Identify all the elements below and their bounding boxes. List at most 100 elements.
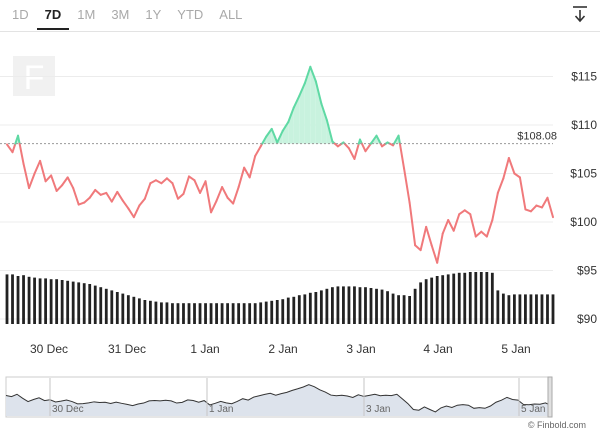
x-tick-label: 5 Jan (501, 342, 530, 356)
volume-bar (27, 276, 31, 324)
volume-bar (237, 303, 241, 324)
volume-bar (193, 303, 196, 324)
tab-all[interactable]: ALL (219, 7, 243, 22)
volume-bar (446, 274, 450, 324)
price-line-segment (469, 213, 477, 238)
volume-bar (297, 295, 301, 324)
volume-bar (496, 290, 500, 324)
download-arrow-icon[interactable] (570, 4, 590, 24)
price-line-segment (39, 159, 47, 183)
navigator-date-label: 5 Jan (521, 404, 545, 415)
volume-bar (435, 276, 439, 324)
credit-text: © Finbold.com (528, 420, 586, 430)
volume-bar (44, 278, 48, 324)
price-line-segment (17, 134, 21, 145)
volume-bar (204, 303, 207, 324)
volume-bar (424, 279, 428, 324)
navigator-date-label: 3 Jan (366, 404, 390, 415)
price-line-segment (44, 174, 53, 183)
price-area-above-reference (310, 66, 316, 144)
volume-bar (292, 296, 296, 324)
volume-bar (452, 273, 456, 324)
price-line-segment (210, 199, 218, 214)
x-tick-label: 4 Jan (423, 342, 452, 356)
price-line-segment (149, 179, 157, 185)
volume-bar (99, 287, 103, 324)
tab-1d[interactable]: 1D (12, 7, 29, 22)
price-area-above-reference (304, 66, 311, 144)
volume-bar (171, 303, 174, 324)
price-area-above-reference (315, 81, 322, 144)
volume-bar (82, 283, 86, 324)
volume-bar (226, 303, 230, 324)
volume-bar (182, 303, 185, 324)
volume-bar (369, 288, 373, 324)
volume-bar (479, 272, 483, 324)
volume-bar (336, 286, 340, 324)
y-tick-label: $100 (570, 215, 597, 229)
price-line-segment (529, 204, 538, 213)
tab-3m[interactable]: 3M (111, 7, 130, 22)
volume-bar (110, 290, 114, 324)
volume-bar (342, 286, 345, 324)
volume-bar (5, 274, 9, 324)
price-line-segment (447, 219, 455, 232)
volume-bar (507, 295, 511, 324)
volume-bar (353, 286, 356, 324)
volume-bar (524, 294, 527, 324)
price-line-segment (143, 182, 152, 200)
price-line-segment (292, 94, 301, 109)
price-line-segment (419, 225, 428, 252)
x-tick-label: 3 Jan (346, 342, 375, 356)
volume-bar (121, 293, 125, 324)
volume-bar (468, 272, 472, 324)
volume-bar (137, 298, 141, 324)
volume-bar (126, 295, 130, 324)
price-line-segment (121, 199, 130, 210)
price-line-segment (50, 174, 58, 192)
price-line-segment (287, 106, 295, 124)
price-line-segment (463, 209, 472, 216)
price-line-segment (66, 176, 75, 190)
price-line-segment (398, 142, 406, 170)
price-line-segment (33, 159, 42, 175)
price-line-segment (458, 209, 466, 216)
tab-1m[interactable]: 1M (77, 7, 96, 22)
volume-bar (330, 287, 334, 324)
price-line-segment (370, 134, 378, 145)
price-line-segment (28, 172, 36, 190)
volume-bar (209, 303, 213, 324)
price-line-segment (182, 175, 190, 195)
navigator-handle[interactable] (547, 376, 553, 418)
price-line-segment (507, 156, 516, 175)
price-line-segment (491, 191, 499, 222)
y-tick-label: $90 (577, 312, 597, 326)
watermark-logo-letter: F (24, 59, 45, 97)
price-area-above-reference (282, 122, 289, 144)
volume-bar (71, 281, 75, 324)
price-line-segment (261, 135, 268, 145)
price-line-segment (83, 196, 91, 204)
volume-bar (132, 296, 136, 324)
price-line-segment (540, 196, 549, 209)
volume-bar (441, 275, 445, 324)
volume-bar (314, 292, 318, 324)
volume-bar (501, 293, 505, 324)
tab-1y[interactable]: 1Y (145, 7, 162, 22)
price-line-segment (270, 127, 279, 144)
price-line-segment (502, 156, 510, 180)
tab-ytd[interactable]: YTD (177, 7, 204, 22)
tab-7d[interactable]: 7D (36, 0, 70, 30)
volume-bar (33, 277, 36, 324)
price-line-segment (127, 207, 135, 219)
volume-bar (408, 296, 412, 324)
price-line-segment (474, 230, 483, 238)
volume-bar (380, 289, 384, 324)
price-line-segment (452, 213, 461, 232)
price-line-segment (154, 179, 163, 185)
volume-bar (242, 303, 246, 324)
price-line-segment (403, 167, 411, 204)
volume-bar (143, 300, 147, 324)
price-line-segment (343, 142, 350, 150)
